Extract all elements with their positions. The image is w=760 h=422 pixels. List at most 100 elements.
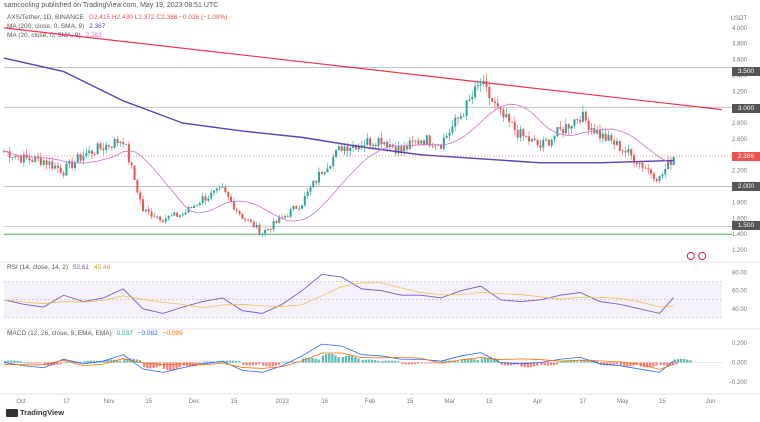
macd-histogram-bar (324, 354, 328, 363)
tradingview-icon (6, 409, 18, 418)
price-axis-unit: USDT (731, 16, 748, 22)
candle-body (397, 146, 400, 154)
candle-body (562, 128, 565, 134)
time-tick-label: Apr (533, 399, 542, 405)
candle-body (153, 216, 156, 218)
macd-histogram-bar (679, 358, 683, 363)
macd-histogram-bar (143, 362, 146, 368)
macd-histogram-bar (480, 358, 484, 363)
candle-body (122, 141, 125, 145)
time-tick-label: 17 (63, 399, 70, 405)
macd-histogram-bar (536, 362, 539, 366)
macd-histogram-bar (106, 359, 109, 363)
candle-body (471, 97, 474, 100)
candle-body (550, 139, 553, 146)
macd-histogram-bar (467, 358, 470, 363)
candle-body (303, 196, 306, 206)
candle-body (31, 160, 34, 162)
candle-body (621, 150, 624, 152)
macd-histogram-bar (10, 360, 13, 363)
macd-histogram-bar (30, 362, 33, 364)
candle-body (340, 146, 343, 152)
macd-histogram-bar (109, 359, 112, 363)
candle-body (346, 146, 349, 152)
macd-histogram-bar (612, 362, 615, 365)
candle-body (454, 117, 457, 127)
candle-body (76, 154, 79, 163)
macd-histogram-bar (456, 361, 459, 363)
rsi-tick-label: 80.00 (732, 271, 748, 277)
time-tick-label: Oct (16, 399, 26, 405)
macd-histogram-bar (441, 360, 444, 363)
candle-body (437, 144, 440, 146)
candle-body (247, 219, 250, 221)
candle-body (292, 206, 295, 210)
macd-histogram-bar (321, 355, 325, 363)
candle-body (102, 148, 105, 151)
macd-histogram-bar (626, 362, 629, 367)
price-tick-label: 1.400 (732, 232, 748, 238)
candle-body (286, 216, 289, 218)
macd-histogram-bar (529, 362, 533, 368)
macd-histogram-bar (453, 360, 456, 363)
time-tick-label: Dec (189, 399, 200, 405)
candle-body (613, 140, 616, 145)
macd-tick-label: −0.200 (728, 380, 747, 386)
candle-body (479, 84, 482, 86)
candle-body (22, 154, 25, 163)
candle-body (556, 127, 559, 136)
macd-histogram-bar (172, 362, 175, 370)
time-tick-label: 15 (486, 399, 493, 405)
macd-histogram-bar (268, 362, 271, 367)
candle-body (235, 209, 238, 211)
candle-body (482, 80, 485, 85)
candle-body (445, 135, 448, 138)
macd-histogram-bar (123, 359, 126, 363)
candle-body (99, 143, 102, 149)
macd-histogram-bar (526, 362, 530, 368)
candle-body (627, 149, 630, 153)
candle-body (164, 218, 167, 222)
macd-histogram-bar (208, 361, 212, 363)
time-tick-label: May (617, 399, 628, 405)
macd-histogram-bar (662, 362, 665, 366)
candle-body (230, 196, 233, 202)
macd-histogram-bar (387, 360, 390, 363)
candle-body (54, 165, 57, 169)
macd-histogram-bar (470, 358, 473, 363)
macd-signal-line (3, 352, 674, 370)
candle-body (394, 146, 397, 154)
candle-body (485, 80, 488, 87)
ma200-line (3, 57, 674, 164)
candle-body (542, 140, 545, 148)
candle-body (423, 140, 426, 145)
brand-logo[interactable]: TradingView (6, 408, 65, 418)
candle-body (598, 130, 601, 139)
candle-body (468, 99, 471, 101)
rsi-legend: RSI (14, close, 14, 2) 52.61 45.46 (7, 264, 110, 271)
macd-histogram-bar (23, 362, 27, 364)
macd-histogram-bar (294, 361, 297, 363)
macd-histogram-bar (33, 362, 36, 364)
macd-histogram-bar (552, 362, 556, 365)
candle-body (130, 162, 133, 166)
brand-name: TradingView (20, 408, 65, 417)
candle-body (360, 145, 363, 147)
macd-histogram-bar (583, 359, 586, 363)
candle-body (178, 215, 181, 217)
candle-body (590, 127, 593, 130)
macd-histogram-bar (19, 361, 22, 363)
macd-histogram-bar (245, 362, 248, 366)
candle-body (116, 139, 119, 144)
candle-body (272, 220, 275, 230)
candle-body (261, 233, 264, 235)
candle-body (414, 140, 417, 142)
candle-body (119, 141, 122, 144)
macd-histogram-bar (248, 362, 251, 366)
macd-histogram-bar (566, 360, 569, 363)
candle-body (664, 169, 667, 175)
macd-histogram-bar (251, 362, 255, 366)
candle-body (73, 162, 76, 169)
macd-signal-value: −0.099 (162, 330, 183, 337)
